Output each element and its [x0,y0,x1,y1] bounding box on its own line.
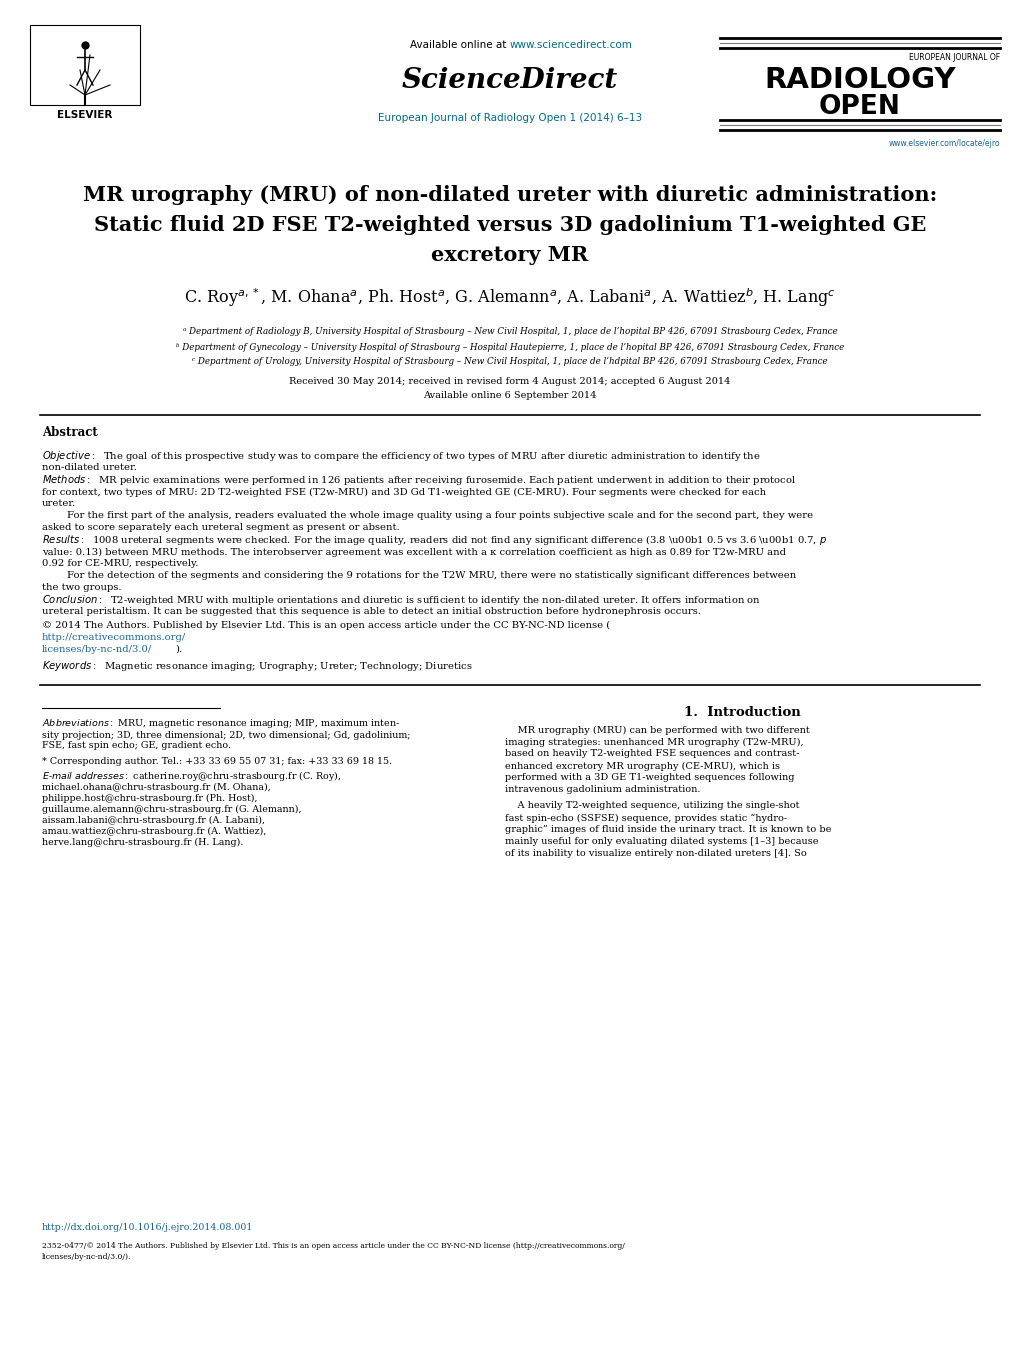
Text: licenses/by-nc-nd/3.0/: licenses/by-nc-nd/3.0/ [42,645,152,653]
Text: Received 30 May 2014; received in revised form 4 August 2014; accepted 6 August : Received 30 May 2014; received in revise… [289,377,730,387]
Text: OPEN: OPEN [818,95,900,120]
Text: for context, two types of MRU: 2D T2-weighted FSE (T2w-MRU) and 3D Gd T1-weighte: for context, two types of MRU: 2D T2-wei… [42,488,765,496]
Text: ).: ). [175,645,182,653]
Text: For the detection of the segments and considering the 9 rotations for the T2W MR: For the detection of the segments and co… [67,572,796,580]
Text: For the first part of the analysis, readers evaluated the whole image quality us: For the first part of the analysis, read… [67,511,812,521]
Text: the two groups.: the two groups. [42,584,121,592]
Text: http://creativecommons.org/: http://creativecommons.org/ [42,633,186,641]
Text: ᶜ Department of Urology, University Hospital of Strasbourg – New Civil Hospital,: ᶜ Department of Urology, University Hosp… [192,357,827,366]
Text: A heavily T2-weighted sequence, utilizing the single-shot: A heavily T2-weighted sequence, utilizin… [504,802,799,810]
Text: EUROPEAN JOURNAL OF: EUROPEAN JOURNAL OF [908,54,999,62]
Text: sity projection; 3D, three dimensional; 2D, two dimensional; Gd, gadolinium;: sity projection; 3D, three dimensional; … [42,730,410,740]
Text: ureter.: ureter. [42,499,76,508]
Text: ScienceDirect: ScienceDirect [401,66,618,93]
Text: guillaume.alemann@chru-strasbourg.fr (G. Alemann),: guillaume.alemann@chru-strasbourg.fr (G.… [42,804,302,814]
Text: licenses/by-nc-nd/3.0/).: licenses/by-nc-nd/3.0/). [42,1253,131,1261]
Text: mainly useful for only evaluating dilated systems [1–3] because: mainly useful for only evaluating dilate… [504,837,817,846]
Text: ELSEVIER: ELSEVIER [57,110,112,120]
Text: RADIOLOGY: RADIOLOGY [763,66,955,95]
Text: asked to score separately each ureteral segment as present or absent.: asked to score separately each ureteral … [42,523,399,533]
Text: Available online at: Available online at [410,41,510,50]
Text: intravenous gadolinium administration.: intravenous gadolinium administration. [504,786,700,795]
Text: excretory MR: excretory MR [431,245,588,265]
Text: 1.  Introduction: 1. Introduction [684,707,800,719]
Text: herve.lang@chru-strasbourg.fr (H. Lang).: herve.lang@chru-strasbourg.fr (H. Lang). [42,837,244,846]
Text: Static fluid 2D FSE T2-weighted versus 3D gadolinium T1-weighted GE: Static fluid 2D FSE T2-weighted versus 3… [94,215,925,235]
Text: michael.ohana@chru-strasbourg.fr (M. Ohana),: michael.ohana@chru-strasbourg.fr (M. Oha… [42,783,270,791]
Text: philippe.host@chru-strasbourg.fr (Ph. Host),: philippe.host@chru-strasbourg.fr (Ph. Ho… [42,794,257,803]
Text: ᵇ Department of Gynecology – University Hospital of Strasbourg – Hospital Hautep: ᵇ Department of Gynecology – University … [175,342,844,352]
Text: 0.92 for CE-MRU, respectively.: 0.92 for CE-MRU, respectively. [42,560,198,568]
Text: Abstract: Abstract [42,426,98,439]
Text: ureteral peristaltism. It can be suggested that this sequence is able to detect : ureteral peristaltism. It can be suggest… [42,607,700,617]
FancyBboxPatch shape [30,24,140,105]
Text: based on heavily T2-weighted FSE sequences and contrast-: based on heavily T2-weighted FSE sequenc… [504,749,799,758]
Text: http://dx.doi.org/10.1016/j.ejro.2014.08.001: http://dx.doi.org/10.1016/j.ejro.2014.08… [42,1224,253,1233]
Text: value: 0.13) between MRU methods. The interobserver agreement was excellent with: value: 0.13) between MRU methods. The in… [42,548,786,557]
Text: aissam.labani@chru-strasbourg.fr (A. Labani),: aissam.labani@chru-strasbourg.fr (A. Lab… [42,815,265,825]
Text: www.elsevier.com/locate/ejro: www.elsevier.com/locate/ejro [888,138,999,147]
Text: Available online 6 September 2014: Available online 6 September 2014 [423,392,596,400]
Text: $\it{Keywords:}$  Magnetic resonance imaging; Urography; Ureter; Technology; Diu: $\it{Keywords:}$ Magnetic resonance imag… [42,658,472,673]
Text: $\it{Conclusion:}$  T2-weighted MRU with multiple orientations and diuretic is s: $\it{Conclusion:}$ T2-weighted MRU with … [42,594,760,607]
Text: imaging strategies: unenhanced MR urography (T2w-MRU),: imaging strategies: unenhanced MR urogra… [504,737,803,746]
Text: $\it{E}$-$\it{mail\ addresses:}$ catherine.roy@chru-strasbourg.fr (C. Roy),: $\it{E}$-$\it{mail\ addresses:}$ catheri… [42,769,341,783]
Text: fast spin-echo (SSFSE) sequence, provides static “hydro-: fast spin-echo (SSFSE) sequence, provide… [504,814,787,822]
Text: ᵃ Department of Radiology B, University Hospital of Strasbourg – New Civil Hospi: ᵃ Department of Radiology B, University … [182,327,837,337]
Text: enhanced excretory MR urography (CE-MRU), which is: enhanced excretory MR urography (CE-MRU)… [504,761,780,771]
Text: European Journal of Radiology Open 1 (2014) 6–13: European Journal of Radiology Open 1 (20… [378,114,641,123]
Text: MR urography (MRU) can be performed with two different: MR urography (MRU) can be performed with… [504,726,809,734]
Text: $\it{Methods:}$  MR pelvic examinations were performed in 126 patients after rec: $\it{Methods:}$ MR pelvic examinations w… [42,473,796,487]
Text: amau.wattiez@chru-strasbourg.fr (A. Wattiez),: amau.wattiez@chru-strasbourg.fr (A. Watt… [42,826,266,836]
Text: $\it{Objective:}$  The goal of this prospective study was to compare the efficie: $\it{Objective:}$ The goal of this prosp… [42,449,760,462]
Text: FSE, fast spin echo; GE, gradient echo.: FSE, fast spin echo; GE, gradient echo. [42,741,230,750]
Text: 2352-0477/© 2014 The Authors. Published by Elsevier Ltd. This is an open access : 2352-0477/© 2014 The Authors. Published … [42,1242,625,1251]
Text: © 2014 The Authors. Published by Elsevier Ltd. This is an open access article un: © 2014 The Authors. Published by Elsevie… [42,621,609,630]
Text: of its inability to visualize entirely non-dilated ureters [4]. So: of its inability to visualize entirely n… [504,849,806,859]
Text: performed with a 3D GE T1-weighted sequences following: performed with a 3D GE T1-weighted seque… [504,773,794,783]
Text: $\it{Results:}$  1008 ureteral segments were checked. For the image quality, rea: $\it{Results:}$ 1008 ureteral segments w… [42,533,826,548]
Text: www.sciencedirect.com: www.sciencedirect.com [510,41,632,50]
Text: * Corresponding author. Tel.: +33 33 69 55 07 31; fax: +33 33 69 18 15.: * Corresponding author. Tel.: +33 33 69 … [42,757,391,767]
Text: graphic” images of fluid inside the urinary tract. It is known to be: graphic” images of fluid inside the urin… [504,826,830,834]
Text: MR urography (MRU) of non-dilated ureter with diuretic administration:: MR urography (MRU) of non-dilated ureter… [83,185,936,206]
Text: non-dilated ureter.: non-dilated ureter. [42,464,137,472]
Text: C. Roy$^{a,*}$, M. Ohana$^a$, Ph. Host$^a$, G. Alemann$^a$, A. Labani$^a$, A. Wa: C. Roy$^{a,*}$, M. Ohana$^a$, Ph. Host$^… [183,287,836,310]
Text: $\it{Abbreviations:}$ MRU, magnetic resonance imaging; MIP, maximum inten-: $\it{Abbreviations:}$ MRU, magnetic reso… [42,718,399,730]
